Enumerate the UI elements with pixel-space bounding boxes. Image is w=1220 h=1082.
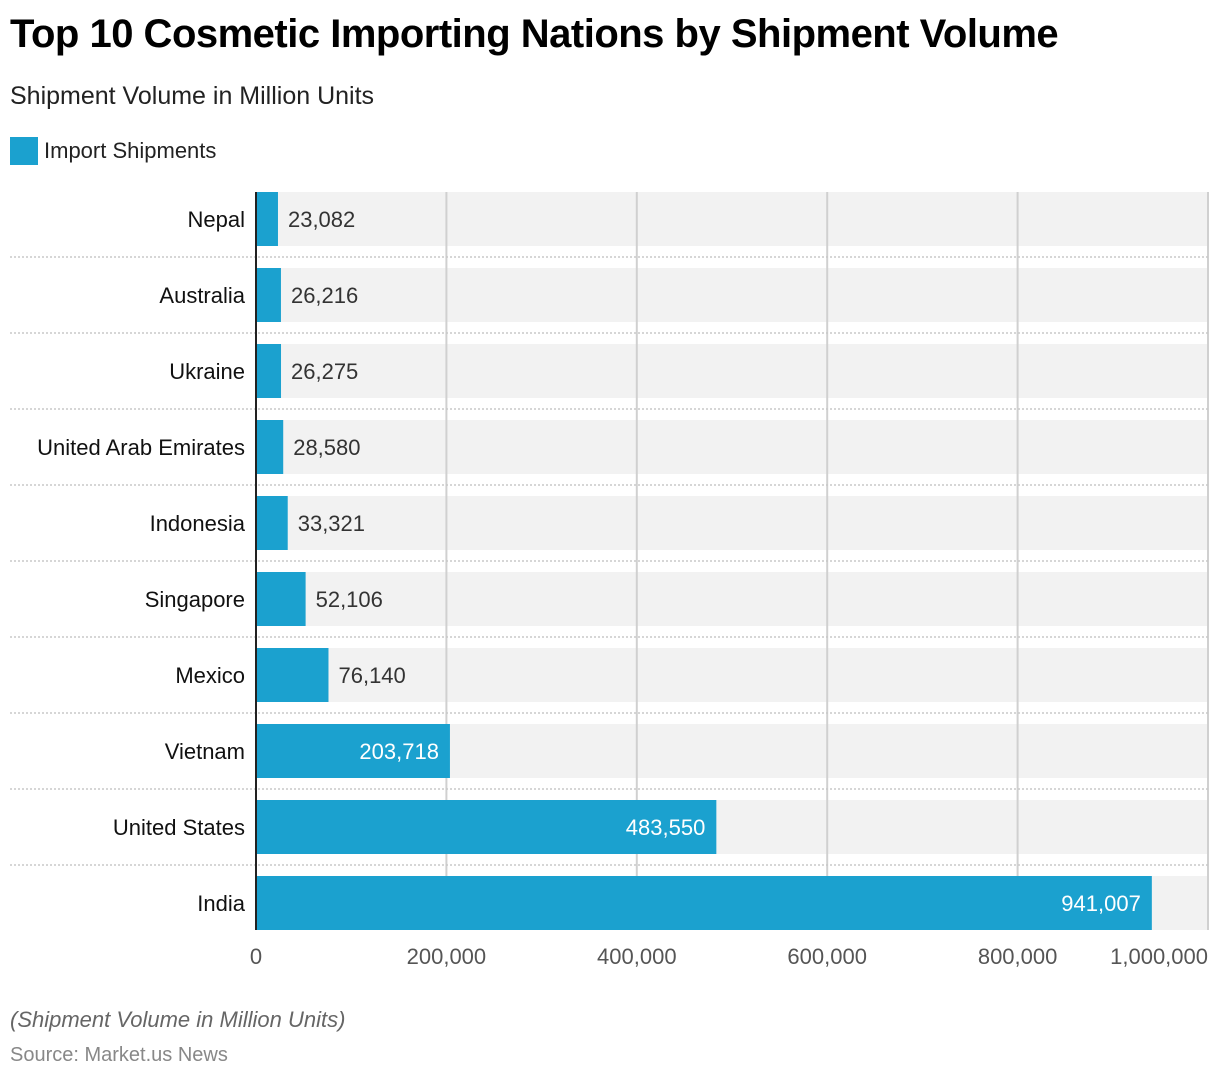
bar bbox=[256, 876, 1152, 930]
legend: Import Shipments bbox=[10, 137, 216, 165]
bar-track bbox=[256, 572, 1208, 626]
bar bbox=[256, 268, 281, 322]
category-label: Mexico bbox=[175, 663, 245, 688]
x-tick-label: 800,000 bbox=[978, 944, 1058, 969]
data-label: 23,082 bbox=[288, 207, 355, 232]
bar bbox=[256, 800, 717, 854]
chart-subtitle: Shipment Volume in Million Units bbox=[10, 82, 375, 110]
data-label: 203,718 bbox=[359, 739, 439, 764]
category-label: United Arab Emirates bbox=[37, 435, 245, 460]
bar-chart: Nepal 23,082 Australia 26,216 Ukraine 26,275 U… bbox=[10, 192, 1209, 969]
bar-track bbox=[256, 268, 1208, 322]
chart-title: Top 10 Cosmetic Importing Nations by Shi… bbox=[10, 12, 1059, 56]
category-label: Indonesia bbox=[150, 511, 246, 536]
bar-track bbox=[256, 344, 1208, 398]
x-tick-label: 600,000 bbox=[787, 944, 867, 969]
data-label: 483,550 bbox=[626, 815, 706, 840]
bar bbox=[256, 344, 282, 398]
data-label: 941,007 bbox=[1061, 891, 1141, 916]
footnote: (Shipment Volume in Million Units) bbox=[10, 1007, 346, 1032]
category-label: Nepal bbox=[188, 207, 245, 232]
x-tick-label: 400,000 bbox=[597, 944, 677, 969]
bar-track bbox=[256, 420, 1208, 474]
x-tick-label: 1,000,000 bbox=[1110, 944, 1208, 969]
bar-track bbox=[256, 648, 1208, 702]
data-label: 52,106 bbox=[316, 587, 383, 612]
bar bbox=[256, 192, 278, 246]
data-label: 33,321 bbox=[298, 511, 365, 536]
x-tick-label: 0 bbox=[250, 944, 262, 969]
category-label: India bbox=[197, 891, 245, 916]
category-label: Vietnam bbox=[165, 739, 245, 764]
x-tick-label: 200,000 bbox=[407, 944, 487, 969]
bar-track bbox=[256, 192, 1208, 246]
data-label: 28,580 bbox=[293, 435, 360, 460]
bar-track bbox=[256, 496, 1208, 550]
data-label: 26,216 bbox=[291, 283, 358, 308]
data-label: 26,275 bbox=[291, 359, 358, 384]
bar bbox=[256, 724, 450, 778]
bar bbox=[256, 648, 329, 702]
data-label: 76,140 bbox=[338, 663, 405, 688]
category-label: United States bbox=[113, 815, 245, 840]
bar bbox=[256, 572, 306, 626]
legend-label: Import Shipments bbox=[44, 138, 217, 163]
category-label: Singapore bbox=[145, 587, 245, 612]
legend-swatch bbox=[10, 137, 38, 165]
source-label: Source: Market.us News bbox=[10, 1044, 228, 1066]
bar bbox=[256, 496, 288, 550]
category-label: Ukraine bbox=[169, 359, 245, 384]
bar bbox=[256, 420, 284, 474]
category-label: Australia bbox=[159, 283, 245, 308]
